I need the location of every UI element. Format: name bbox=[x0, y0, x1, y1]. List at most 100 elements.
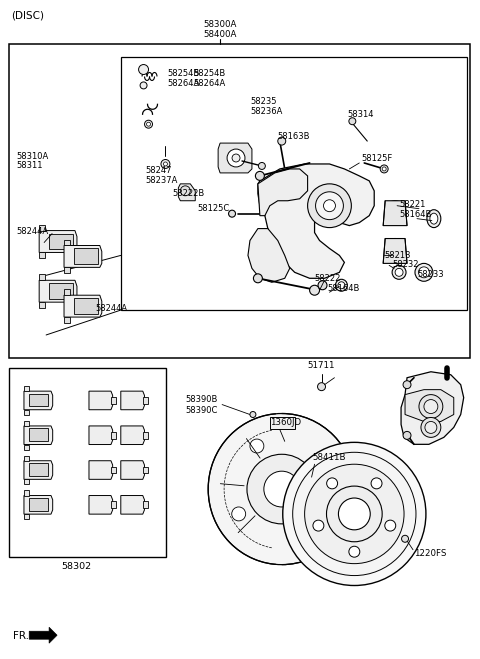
Circle shape bbox=[255, 171, 264, 181]
Circle shape bbox=[250, 411, 256, 418]
Polygon shape bbox=[111, 467, 116, 473]
Text: 58400A: 58400A bbox=[204, 30, 237, 40]
Circle shape bbox=[402, 535, 408, 542]
Polygon shape bbox=[64, 289, 70, 295]
Text: 58125F: 58125F bbox=[361, 154, 393, 163]
Circle shape bbox=[310, 285, 320, 295]
Polygon shape bbox=[258, 169, 308, 215]
Circle shape bbox=[161, 159, 170, 169]
Polygon shape bbox=[64, 317, 70, 323]
Text: 58213: 58213 bbox=[384, 251, 411, 260]
Polygon shape bbox=[24, 496, 53, 514]
Polygon shape bbox=[111, 397, 116, 404]
Polygon shape bbox=[405, 389, 454, 422]
Polygon shape bbox=[39, 280, 77, 302]
Text: 58302: 58302 bbox=[61, 562, 91, 571]
Bar bbox=[9, 43, 469, 358]
Polygon shape bbox=[64, 295, 102, 317]
Circle shape bbox=[164, 162, 168, 166]
Circle shape bbox=[264, 471, 300, 507]
Circle shape bbox=[419, 267, 430, 278]
Text: 58264A: 58264A bbox=[168, 79, 200, 88]
Circle shape bbox=[403, 381, 411, 389]
Polygon shape bbox=[89, 496, 113, 514]
Polygon shape bbox=[24, 391, 53, 410]
Text: 1360JD: 1360JD bbox=[270, 418, 301, 427]
Text: 58164B: 58164B bbox=[327, 284, 360, 293]
Ellipse shape bbox=[373, 544, 381, 550]
Text: 58264A: 58264A bbox=[193, 79, 226, 88]
Text: 58244A: 58244A bbox=[16, 227, 48, 236]
Polygon shape bbox=[64, 246, 102, 268]
Circle shape bbox=[415, 264, 433, 281]
Circle shape bbox=[232, 507, 246, 521]
Circle shape bbox=[403, 432, 411, 440]
Bar bbox=[120, 57, 467, 310]
Text: 58221: 58221 bbox=[399, 200, 425, 209]
Circle shape bbox=[349, 546, 360, 557]
Circle shape bbox=[421, 418, 441, 438]
Polygon shape bbox=[29, 498, 48, 511]
Polygon shape bbox=[29, 393, 48, 407]
Ellipse shape bbox=[427, 210, 441, 227]
Polygon shape bbox=[64, 268, 70, 273]
Circle shape bbox=[385, 239, 405, 258]
Circle shape bbox=[139, 65, 148, 74]
Circle shape bbox=[305, 464, 404, 563]
Circle shape bbox=[313, 520, 324, 531]
Polygon shape bbox=[383, 239, 407, 264]
Polygon shape bbox=[179, 184, 195, 201]
Polygon shape bbox=[39, 225, 45, 231]
Ellipse shape bbox=[327, 542, 334, 549]
Text: 58232: 58232 bbox=[392, 260, 419, 269]
Ellipse shape bbox=[390, 498, 395, 506]
Circle shape bbox=[326, 486, 382, 542]
Circle shape bbox=[382, 167, 386, 171]
Circle shape bbox=[424, 399, 438, 413]
Text: 58244A: 58244A bbox=[96, 304, 128, 312]
Circle shape bbox=[247, 454, 316, 524]
Text: 58222B: 58222B bbox=[172, 189, 204, 198]
Circle shape bbox=[144, 120, 153, 128]
Text: 58235: 58235 bbox=[250, 97, 276, 106]
Circle shape bbox=[318, 281, 327, 290]
Text: 58300A: 58300A bbox=[204, 20, 237, 29]
Text: 58254B: 58254B bbox=[193, 69, 226, 78]
Circle shape bbox=[228, 210, 236, 217]
Circle shape bbox=[324, 200, 336, 212]
Circle shape bbox=[425, 422, 437, 434]
Circle shape bbox=[283, 442, 426, 585]
Polygon shape bbox=[111, 432, 116, 439]
Text: 58125C: 58125C bbox=[197, 204, 229, 214]
Polygon shape bbox=[74, 248, 98, 264]
Text: (DISC): (DISC) bbox=[12, 11, 44, 21]
Polygon shape bbox=[143, 467, 148, 473]
Ellipse shape bbox=[314, 497, 319, 505]
Circle shape bbox=[395, 268, 403, 276]
Polygon shape bbox=[121, 426, 144, 445]
Text: 51711: 51711 bbox=[308, 361, 335, 370]
Polygon shape bbox=[64, 239, 70, 246]
Polygon shape bbox=[383, 201, 407, 225]
Text: 58247: 58247 bbox=[145, 167, 172, 175]
Polygon shape bbox=[121, 391, 144, 410]
Circle shape bbox=[371, 478, 382, 489]
Polygon shape bbox=[89, 426, 113, 445]
Text: 58390C: 58390C bbox=[185, 406, 218, 415]
Circle shape bbox=[389, 242, 402, 255]
Polygon shape bbox=[29, 463, 48, 476]
Circle shape bbox=[385, 201, 405, 221]
Polygon shape bbox=[258, 164, 374, 278]
Polygon shape bbox=[121, 496, 144, 514]
Polygon shape bbox=[24, 410, 29, 415]
Polygon shape bbox=[74, 298, 98, 314]
Polygon shape bbox=[111, 501, 116, 508]
Circle shape bbox=[385, 520, 396, 531]
Polygon shape bbox=[29, 627, 57, 643]
Circle shape bbox=[300, 525, 313, 539]
Text: 58390B: 58390B bbox=[185, 395, 218, 404]
Polygon shape bbox=[248, 229, 290, 282]
Circle shape bbox=[180, 186, 190, 196]
Polygon shape bbox=[24, 455, 29, 461]
Circle shape bbox=[389, 204, 402, 217]
